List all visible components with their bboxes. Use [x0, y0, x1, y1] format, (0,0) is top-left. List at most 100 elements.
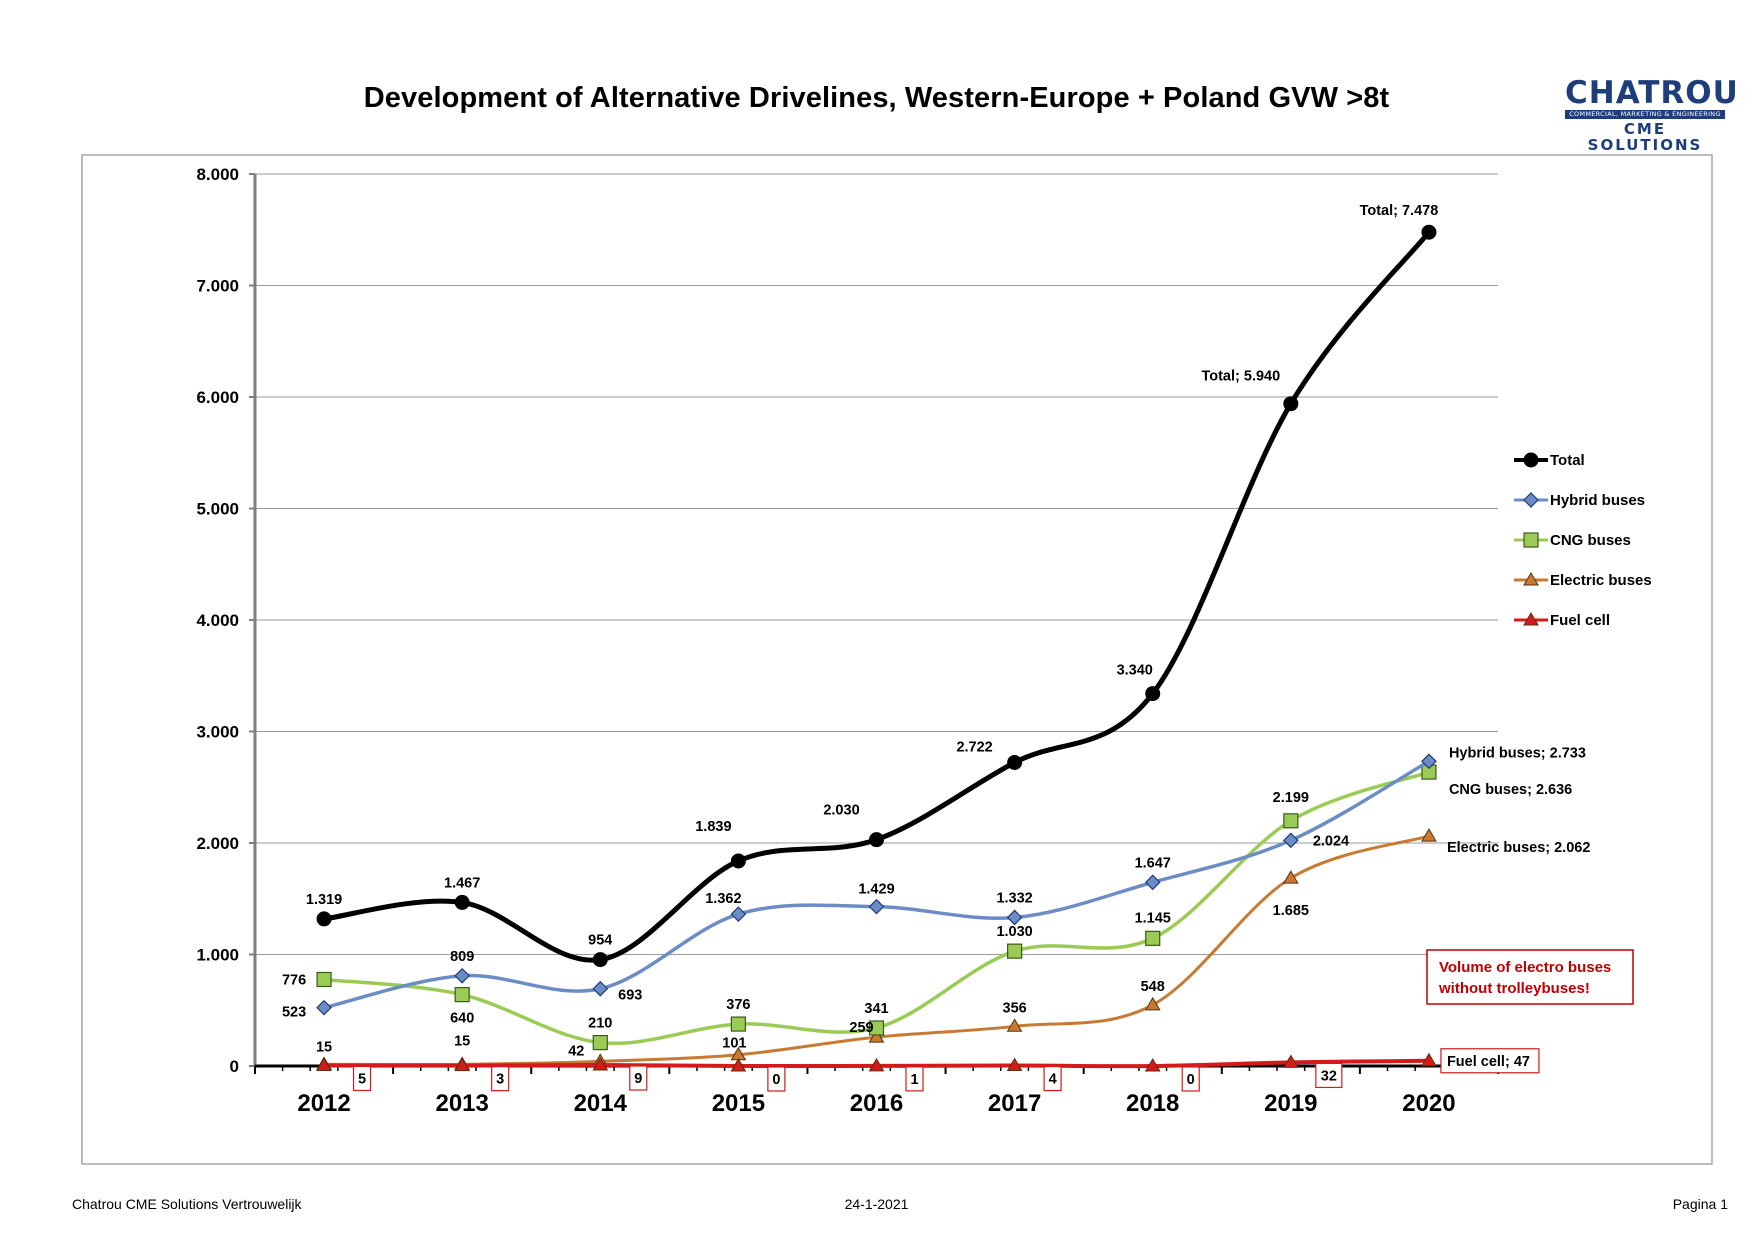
- data-label: Electric buses; 2.062: [1447, 840, 1590, 856]
- data-label: 1.685: [1273, 903, 1309, 919]
- data-label: 0: [772, 1072, 780, 1088]
- fuel-cell-label-box: [1181, 1066, 1200, 1092]
- y-tick-label: 3.000: [196, 723, 239, 742]
- chart-frame: [81, 154, 1713, 1165]
- footer-confidential: Chatrou CME Solutions Vertrouwelijk: [72, 1196, 302, 1212]
- data-label: 2.030: [823, 803, 859, 819]
- x-tick-label: 2013: [435, 1090, 488, 1117]
- x-tick-label: 2014: [574, 1090, 628, 1117]
- annotation-box: [1426, 949, 1634, 1005]
- data-label: 15: [454, 1033, 470, 1049]
- data-point: [592, 1057, 609, 1071]
- data-label: 1: [910, 1072, 918, 1088]
- data-label: 9: [634, 1071, 642, 1087]
- legend-marker: [1523, 572, 1539, 586]
- fuel-cell-label-box: [1440, 1048, 1540, 1074]
- data-point: [868, 898, 885, 915]
- data-label: 640: [450, 1011, 474, 1027]
- legend-label: CNG buses: [1550, 532, 1631, 549]
- legend-label: Hybrid buses: [1550, 492, 1645, 509]
- data-point: [1421, 753, 1437, 770]
- data-label: 5: [358, 1071, 366, 1087]
- data-label: 2.024: [1313, 833, 1349, 849]
- annotation-text: without trolleybuses!: [1438, 980, 1590, 997]
- data-label: 101: [722, 1036, 746, 1052]
- series-lines: [316, 224, 1437, 1072]
- data-labels: 1.3191.4679541.8392.0302.7223.340Total; …: [282, 203, 1590, 1092]
- legend: Total Hybrid buses CNG buses Electric buses…: [1514, 452, 1652, 629]
- logo-wordmark: CHATROU: [1565, 75, 1739, 111]
- data-point: [1145, 686, 1161, 702]
- data-point: [1421, 224, 1437, 240]
- data-point: [454, 987, 470, 1003]
- y-tick-label: 4.000: [196, 611, 239, 630]
- data-point: [1421, 1052, 1437, 1067]
- legend-label: Total: [1550, 452, 1585, 469]
- footer-page-number: Pagina 1: [1672, 1196, 1728, 1212]
- fuel-cell-label-box: [1043, 1065, 1062, 1092]
- data-label: 32: [1321, 1068, 1337, 1084]
- data-label: 3.340: [1117, 663, 1153, 679]
- data-point: [868, 1020, 885, 1036]
- data-point: [730, 906, 747, 922]
- data-label: 3: [496, 1072, 504, 1088]
- y-tick-label: 6.000: [196, 388, 239, 407]
- legend-marker: [1523, 452, 1539, 468]
- data-label: 1.332: [996, 890, 1032, 906]
- fuel-cell-label-box: [352, 1065, 372, 1092]
- data-point: [592, 952, 608, 968]
- data-label: 341: [864, 1001, 888, 1017]
- y-tick-label: 7.000: [196, 277, 239, 296]
- data-point: [592, 980, 609, 997]
- x-tick-label: 2018: [1126, 1090, 1179, 1117]
- data-point: [730, 1058, 747, 1072]
- data-label: 548: [1141, 979, 1165, 995]
- data-label: Hybrid buses; 2.733: [1449, 745, 1586, 761]
- data-point: [1283, 813, 1299, 829]
- data-point: [1144, 874, 1161, 891]
- x-tick-label: 2012: [297, 1090, 350, 1117]
- data-label: 1.319: [306, 892, 342, 908]
- axes: 0 1.000 2.000 3.000 4.000 5.000 6.000 7.000 8.00…: [196, 165, 1499, 1117]
- data-point: [730, 1016, 746, 1032]
- data-point: [1282, 1054, 1299, 1068]
- data-point: [1144, 996, 1161, 1011]
- data-point: [1007, 754, 1023, 770]
- data-point: [1007, 943, 1023, 959]
- data-point: [868, 1029, 885, 1043]
- logo-subtitle: CME SOLUTIONS: [1587, 120, 1703, 154]
- data-point: [1282, 832, 1299, 849]
- x-tick-label: 2017: [988, 1090, 1041, 1117]
- x-tick-label: 2020: [1402, 1090, 1455, 1117]
- data-label: 2.199: [1273, 790, 1309, 806]
- data-label: 4: [1049, 1072, 1057, 1088]
- data-label: 1.839: [695, 819, 731, 835]
- x-tick-label: 2015: [712, 1090, 765, 1117]
- data-point: [454, 967, 471, 984]
- data-point: [1282, 870, 1299, 884]
- y-tick-label: 2.000: [196, 834, 239, 853]
- data-label: 1.362: [705, 891, 741, 907]
- series-line-total: [321, 229, 1432, 963]
- data-point: [869, 832, 884, 848]
- fuel-cell-label-box: [1315, 1062, 1343, 1089]
- data-point: [1421, 828, 1437, 842]
- data-label: 523: [282, 1005, 306, 1021]
- logo-tagline: COMMERCIAL, MARKETING & ENGINEERING: [1565, 110, 1725, 119]
- data-point: [454, 1057, 471, 1072]
- data-point: [316, 971, 332, 988]
- data-label: Total; 5.940: [1201, 369, 1280, 385]
- annotation-text: Volume of electro buses: [1439, 959, 1611, 976]
- data-label: Fuel cell; 47: [1447, 1054, 1530, 1070]
- fuel-cell-label-box: [629, 1065, 648, 1091]
- data-label: CNG buses; 2.636: [1449, 782, 1572, 798]
- fuel-cell-label-box: [491, 1066, 510, 1092]
- y-tick-label: 1.000: [196, 946, 239, 965]
- data-label: 693: [618, 988, 642, 1004]
- data-label: 809: [450, 949, 474, 965]
- data-point: [454, 894, 470, 910]
- data-point: [316, 911, 332, 927]
- data-point: [1006, 1018, 1023, 1032]
- series-line-cng-buses: [322, 770, 1431, 1046]
